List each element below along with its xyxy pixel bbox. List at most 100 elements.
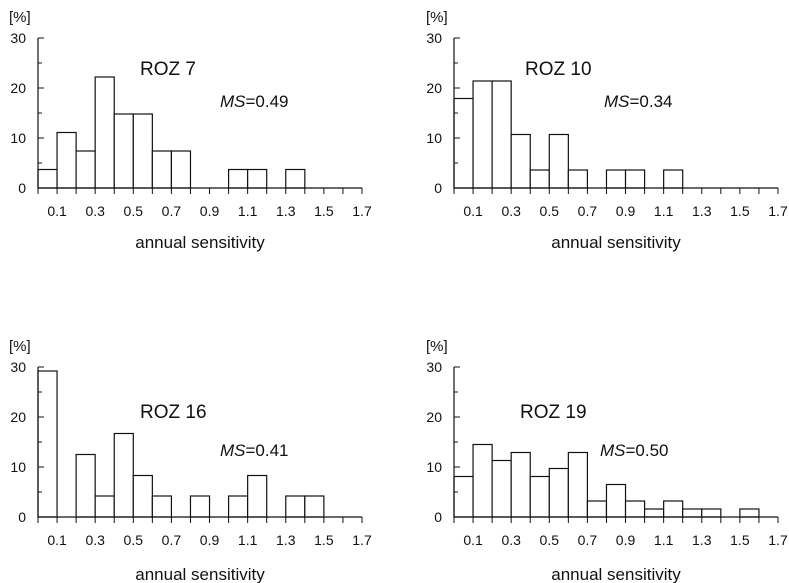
histogram-bar (132, 474, 153, 518)
x-tick-label: 0.9 (616, 203, 636, 219)
histogram-bar (151, 150, 173, 189)
x-axis-label: annual sensitivity (135, 565, 265, 583)
y-tick-label: 20 (426, 409, 442, 425)
x-axis-label: annual sensitivity (135, 233, 265, 252)
histogram-bar (567, 451, 589, 518)
histogram-bar (472, 443, 493, 518)
histogram-bar (605, 483, 627, 518)
x-tick-label: 1.5 (314, 203, 334, 219)
histogram-bar (37, 370, 58, 518)
histogram-bar (605, 169, 627, 189)
chart-title: ROZ 19 (520, 402, 587, 423)
y-tick-label: 30 (10, 30, 26, 46)
x-tick-label: 1.3 (276, 532, 296, 548)
ms-annotation: MS=0.34 (604, 92, 673, 111)
x-tick-label: 0.7 (578, 203, 598, 219)
x-tick-label: 0.9 (200, 532, 220, 548)
y-tick-label: 20 (426, 80, 442, 96)
x-tick-label: 0.3 (501, 203, 521, 219)
y-tick-label: 20 (10, 409, 26, 425)
histogram-bar (567, 169, 589, 189)
histogram-bar (285, 495, 306, 518)
y-axis-label: [%] (9, 9, 31, 26)
ms-value: =0.41 (246, 441, 289, 460)
histogram-bar (491, 80, 512, 189)
x-axis-label: annual sensitivity (551, 233, 681, 252)
histogram-panel: 0 10 20 30 0.1 0.3 0.5 0.7 0.9 1.1 1.3 1.5 1.7 [%] ann… (9, 338, 372, 583)
x-tick-label: 0.3 (85, 203, 105, 219)
y-axis-label: [%] (426, 9, 448, 26)
x-tick-label: 0.7 (578, 532, 598, 548)
y-tick-label: 10 (10, 130, 26, 146)
histogram-bar (37, 168, 58, 189)
histogram-panel: 0 10 20 30 0.1 0.3 0.5 0.7 0.9 1.1 1.3 1.5 1.7 [%] ann… (9, 9, 372, 252)
histogram-bar (529, 475, 550, 518)
histogram-bar (548, 467, 569, 518)
x-axis-label: annual sensitivity (551, 565, 681, 583)
ms-label: MS (600, 441, 626, 460)
y-tick-label: 10 (426, 459, 442, 475)
x-tick-label: 0.5 (540, 532, 560, 548)
histogram-panel: 0 10 20 30 0.1 0.3 0.5 0.7 0.9 1.1 1.3 1.5 1.7 [%] ann… (426, 338, 788, 583)
x-tick-label: 1.1 (654, 532, 674, 548)
x-tick-label: 1.1 (238, 532, 258, 548)
y-tick-label: 0 (434, 180, 442, 196)
ms-annotation: MS=0.41 (220, 441, 289, 460)
histogram-bar (247, 168, 268, 189)
x-tick-label: 1.3 (692, 203, 712, 219)
y-tick-label: 30 (426, 359, 442, 375)
x-tick-label: 1.5 (730, 203, 750, 219)
y-tick-label: 20 (10, 80, 26, 96)
histogram-bar (304, 495, 325, 518)
histogram-bar (663, 169, 684, 189)
y-axis-label: [%] (426, 338, 448, 355)
histogram-bar (510, 451, 531, 518)
chart-title: ROZ 7 (140, 59, 196, 80)
ms-value: =0.50 (626, 441, 669, 460)
histogram-bar (75, 150, 96, 189)
x-tick-label: 0.1 (47, 532, 67, 548)
x-tick-label: 1.5 (730, 532, 750, 548)
histogram-bar (170, 150, 192, 189)
y-axis-label: [%] (9, 338, 31, 355)
histogram-bar (453, 97, 474, 189)
x-tick-label: 0.5 (124, 203, 144, 219)
histogram-bar (472, 80, 493, 189)
histogram-bar (227, 168, 249, 189)
chart-title: ROZ 16 (140, 402, 207, 423)
histogram-bar (529, 169, 550, 189)
histogram-bar (643, 508, 665, 518)
x-tick-label: 1.7 (768, 203, 788, 219)
chart-title: ROZ 10 (525, 59, 592, 80)
y-tick-label: 30 (10, 359, 26, 375)
x-tick-label: 0.7 (162, 532, 182, 548)
x-tick-label: 0.5 (540, 203, 560, 219)
x-tick-label: 1.7 (352, 203, 372, 219)
x-tick-label: 0.9 (616, 532, 636, 548)
x-tick-label: 1.1 (238, 203, 258, 219)
histogram-bar (701, 508, 722, 518)
histogram-bar (94, 76, 115, 189)
histogram-bar (113, 432, 134, 518)
x-tick-label: 1.7 (352, 532, 372, 548)
y-tick-label: 0 (18, 509, 26, 525)
y-tick-label: 10 (426, 130, 442, 146)
histogram-bar (510, 133, 531, 189)
histogram-bar (247, 474, 268, 518)
x-tick-label: 1.5 (314, 532, 334, 548)
x-tick-label: 0.1 (463, 203, 483, 219)
histogram-bar (586, 500, 608, 518)
histogram-bar (739, 508, 760, 518)
histogram-bar (227, 495, 249, 518)
histogram-bar (94, 495, 115, 518)
x-tick-label: 0.9 (200, 203, 220, 219)
histogram-bar (548, 133, 569, 189)
x-tick-label: 0.7 (162, 203, 182, 219)
histogram-bar (663, 500, 684, 518)
x-tick-label: 0.5 (124, 532, 144, 548)
ms-annotation: MS=0.49 (220, 92, 289, 111)
x-tick-label: 1.3 (276, 203, 296, 219)
histogram-panel: 0 10 20 30 0.1 0.3 0.5 0.7 0.9 1.1 1.3 1.5 1.7 [%] ann… (426, 9, 788, 252)
histogram-bar (189, 495, 211, 518)
